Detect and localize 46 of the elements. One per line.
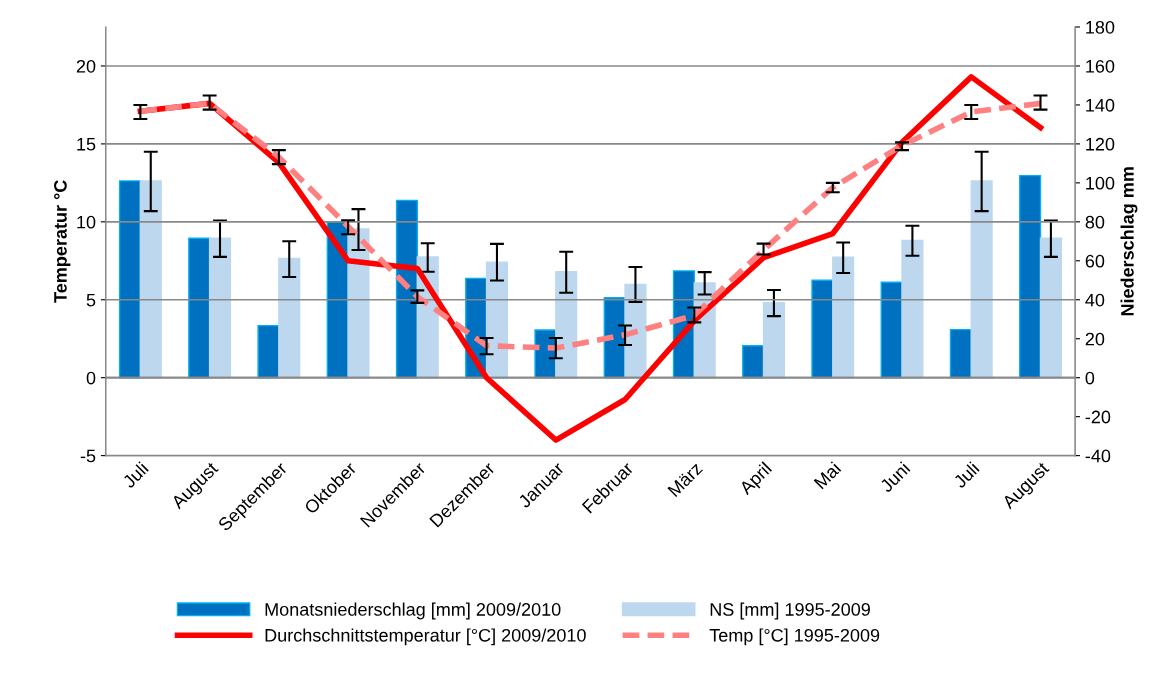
- y-tick-label: 20: [76, 59, 96, 73]
- y-tick-label: 5: [86, 293, 96, 307]
- y-tick-label: -5: [80, 449, 96, 463]
- x-tick-label: Juli: [952, 461, 980, 489]
- bar: [395, 199, 419, 379]
- bar: [188, 237, 211, 379]
- legend-label: Monatsniederschlag [mm] 2009/2010: [265, 602, 561, 620]
- bar: [278, 257, 301, 379]
- bar: [118, 180, 142, 379]
- y2-tick-label: 140: [1086, 98, 1115, 112]
- legend-label: Temp [°C] 1995-2009: [709, 628, 880, 646]
- y2-tick-label: 40: [1085, 293, 1105, 307]
- bar: [949, 328, 972, 379]
- bar: [555, 271, 578, 379]
- bar: [970, 180, 993, 379]
- y2-tick-label: -40: [1085, 449, 1111, 463]
- y2-tick-label: 160: [1086, 59, 1115, 73]
- y2-tick-label: 60: [1085, 254, 1105, 268]
- y2-tick-label: -20: [1085, 410, 1111, 424]
- bar: [832, 256, 855, 379]
- bar: [901, 239, 924, 379]
- x-tick-label: Mai: [813, 461, 842, 490]
- y-axis-title: Temperatur °C: [54, 180, 71, 303]
- y2-tick-label: 0: [1085, 371, 1095, 385]
- y-tick-label: 10: [77, 215, 96, 229]
- bar: [742, 345, 765, 379]
- bar: [208, 237, 232, 379]
- x-tick-label: Juli: [121, 461, 149, 489]
- bar: [624, 283, 647, 379]
- legend-label: NS [mm] 1995-2009: [710, 602, 870, 620]
- bar: [1019, 174, 1042, 379]
- bar: [257, 324, 280, 379]
- y2-tick-label: 20: [1085, 332, 1105, 346]
- y2-tick-label: 120: [1086, 137, 1115, 151]
- bar: [139, 180, 162, 379]
- y-tick-label: 15: [77, 138, 96, 151]
- legend-label: Durchschnittstemperatur [°C] 2009/2010: [265, 628, 586, 646]
- y2-axis-title: Niederschlag mm: [1120, 167, 1138, 316]
- y2-tick-label: 80: [1085, 215, 1105, 229]
- bar: [811, 279, 834, 379]
- y2-tick-label: 180: [1086, 20, 1115, 34]
- bar: [762, 301, 786, 379]
- y-tick-label: 0: [86, 371, 96, 385]
- y2-tick-label: 100: [1086, 176, 1115, 190]
- bar: [485, 261, 509, 379]
- bar: [1039, 237, 1062, 379]
